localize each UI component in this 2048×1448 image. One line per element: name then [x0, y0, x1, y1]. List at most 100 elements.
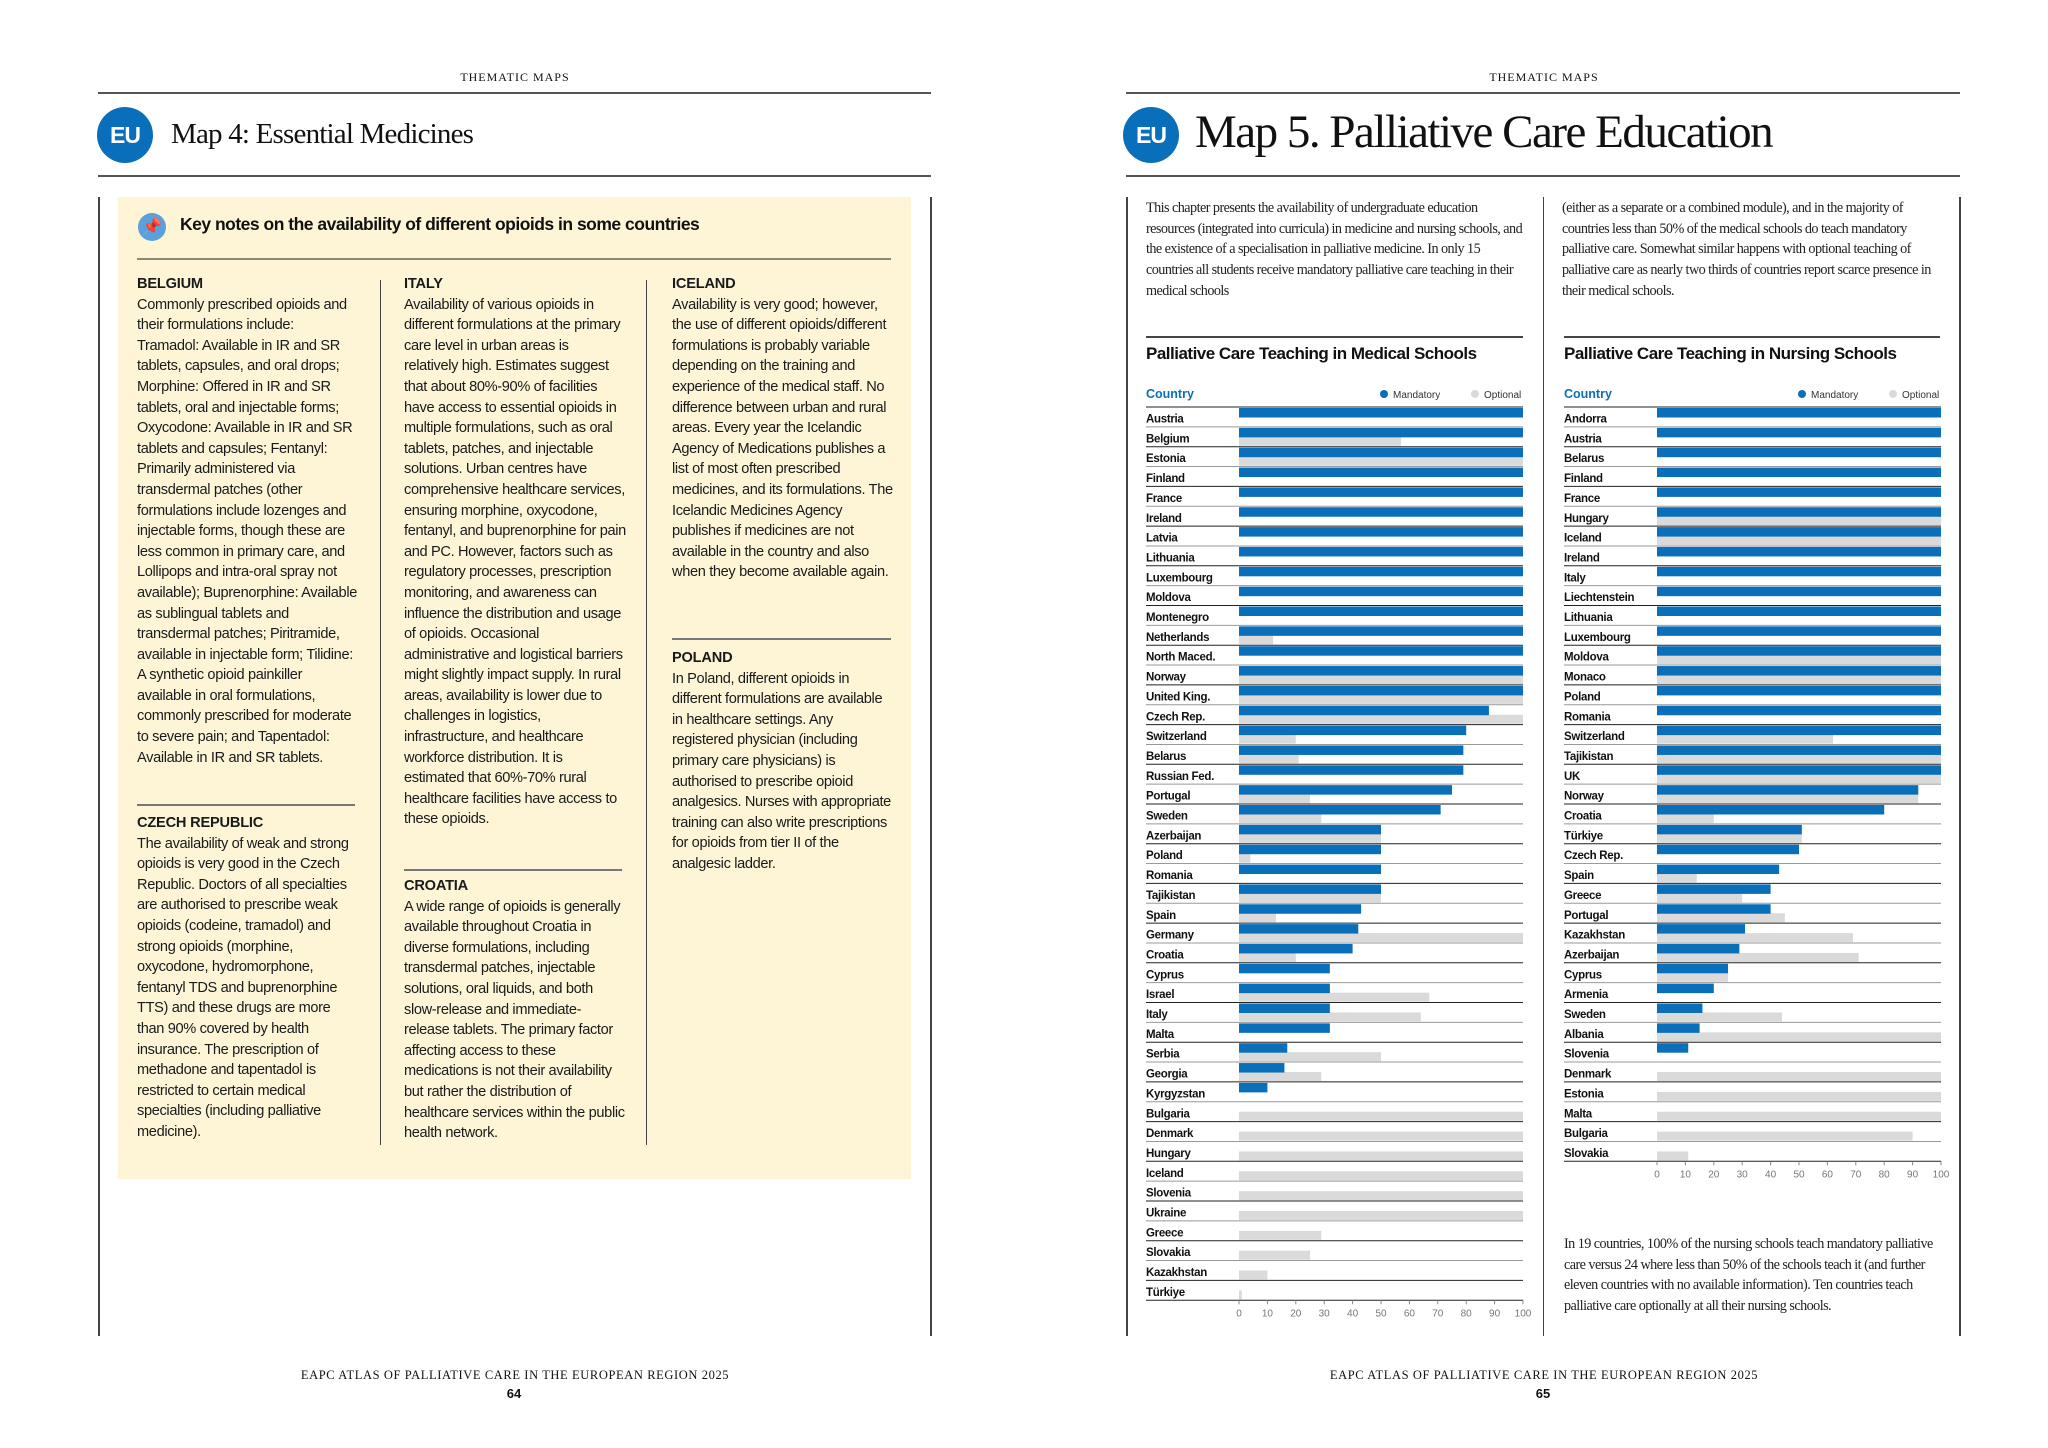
x-tick-label: 30 [1737, 1169, 1749, 1180]
bar-mandatory [1657, 824, 1802, 835]
bar-mandatory [1657, 447, 1941, 458]
category-label: Portugal [1564, 910, 1608, 922]
category-label: Spain [1146, 910, 1176, 922]
category-label: Iceland [1564, 533, 1602, 545]
x-tick-label: 80 [1461, 1308, 1473, 1319]
category-label: Belarus [1564, 453, 1604, 465]
category-label: Sweden [1146, 811, 1188, 823]
page-border-left [1126, 197, 1128, 1336]
bar-mandatory [1239, 924, 1359, 934]
note-text: Commonly prescribed opioids and their fo… [137, 296, 357, 766]
x-tick-label: 20 [1290, 1308, 1302, 1319]
chart-rule [1146, 336, 1523, 338]
bar-optional [1239, 853, 1251, 863]
note-iceland: ICELAND Availability is very good; howev… [672, 274, 894, 583]
bar-optional [1239, 1270, 1268, 1280]
x-tick-label: 100 [1933, 1169, 1950, 1180]
category-label: Ireland [1564, 552, 1600, 564]
bar-mandatory [1239, 725, 1467, 736]
bar-mandatory [1657, 408, 1941, 418]
category-label: Azerbaijan [1146, 830, 1201, 842]
bar-mandatory [1239, 765, 1464, 775]
bar-mandatory [1657, 904, 1771, 914]
category-label: Ireland [1146, 513, 1182, 525]
x-tick-label: 100 [1515, 1308, 1532, 1319]
category-label: Kyrgyzstan [1146, 1088, 1205, 1100]
bar-optional [1657, 1072, 1941, 1082]
bar-optional [1239, 694, 1523, 704]
bar-mandatory [1239, 566, 1523, 577]
category-label: Romania [1564, 711, 1611, 723]
note-text: Availability is very good; however, the … [672, 296, 893, 581]
category-label: UK [1564, 771, 1581, 783]
category-label: Czech Rep. [1564, 850, 1623, 862]
bar-mandatory [1657, 1023, 1700, 1033]
category-label: Belgium [1146, 433, 1189, 445]
category-label: Norway [1564, 791, 1605, 803]
category-label: Latvia [1146, 533, 1178, 545]
bar-optional [1657, 655, 1941, 665]
bar-mandatory [1657, 924, 1746, 934]
bar-optional [1239, 833, 1381, 843]
bar-optional [1239, 436, 1401, 446]
footer-left: EAPC ATLAS OF PALLIATIVE CARE IN THE EUR… [300, 1368, 730, 1382]
legend-marker-optional [1471, 390, 1479, 398]
bar-optional [1657, 734, 1834, 744]
running-head-left: THEMATIC MAPS [460, 70, 570, 84]
category-label: North Maced. [1146, 652, 1215, 664]
bar-optional [1239, 814, 1322, 823]
category-label: Croatia [1564, 811, 1602, 823]
category-label: Bulgaria [1146, 1108, 1191, 1120]
bar-mandatory [1657, 864, 1780, 875]
bar-mandatory [1657, 705, 1941, 716]
bar-optional [1657, 1091, 1941, 1101]
bar-optional [1657, 1151, 1689, 1161]
bar-mandatory [1239, 646, 1523, 656]
bar-mandatory [1657, 1003, 1703, 1013]
category-label: Tajikistan [1146, 890, 1195, 902]
bar-mandatory [1239, 507, 1523, 517]
note-country: POLAND [672, 650, 733, 666]
eu-badge: EU [97, 107, 153, 163]
bar-optional [1657, 972, 1728, 982]
column-divider [646, 280, 647, 1145]
category-label: Greece [1146, 1227, 1183, 1239]
bar-optional [1239, 1191, 1523, 1201]
category-label: Malta [1146, 1029, 1175, 1041]
bar-optional [1239, 675, 1523, 685]
bar-optional [1657, 893, 1743, 903]
category-label: Portugal [1146, 791, 1190, 803]
x-tick-label: 10 [1262, 1308, 1274, 1319]
bar-optional [1239, 1230, 1322, 1240]
legend-label-mandatory: Mandatory [1811, 390, 1858, 401]
legend-marker-optional [1889, 390, 1897, 398]
bar-mandatory [1239, 527, 1523, 537]
category-label: Austria [1564, 433, 1602, 445]
keynotes-box [118, 197, 911, 1179]
category-label: Italy [1564, 572, 1586, 584]
category-label: Monaco [1564, 672, 1606, 684]
category-label: Slovenia [1146, 1188, 1192, 1200]
bar-mandatory [1239, 943, 1353, 954]
category-label: Denmark [1564, 1069, 1612, 1081]
bar-optional [1239, 1211, 1523, 1220]
bar-optional [1657, 536, 1941, 546]
bar-mandatory [1657, 725, 1941, 736]
column-divider [380, 280, 381, 1145]
bar-mandatory [1239, 884, 1381, 894]
bar-optional [1657, 516, 1941, 526]
category-label: Switzerland [1146, 731, 1207, 743]
bar-mandatory [1239, 705, 1489, 716]
bar-optional [1657, 1012, 1782, 1022]
bar-mandatory [1657, 785, 1919, 795]
page-title: Map 4: Essential Medicines [171, 118, 474, 150]
x-tick-label: 40 [1347, 1308, 1359, 1319]
title-rule [98, 175, 931, 177]
x-tick-label: 0 [1236, 1308, 1242, 1319]
category-label: Georgia [1146, 1069, 1188, 1081]
bar-mandatory [1239, 626, 1523, 636]
note-czech-republic: CZECH REPUBLIC The availability of weak … [137, 813, 359, 1143]
bar-mandatory [1239, 745, 1464, 755]
bar-mandatory [1657, 844, 1799, 855]
bar-mandatory [1657, 467, 1941, 478]
